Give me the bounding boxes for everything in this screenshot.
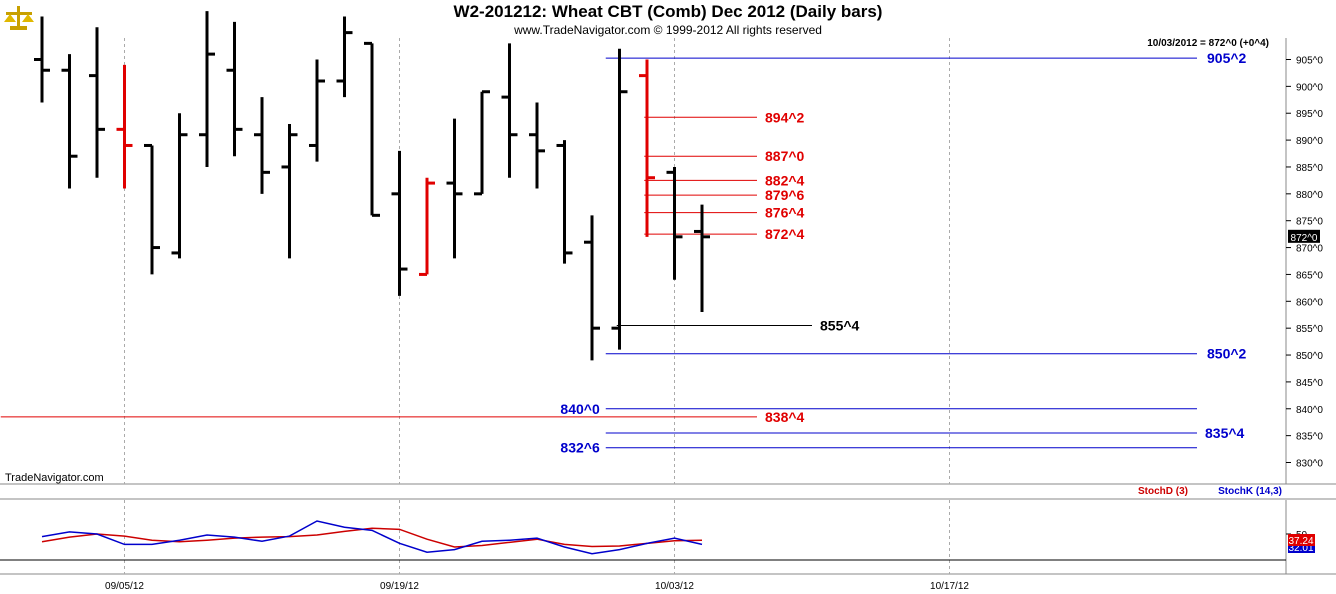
- ohlc-bar-22: [639, 59, 655, 237]
- ohlc-bar-1: [61, 54, 78, 189]
- y-tick-label: 905^0: [1296, 55, 1323, 66]
- ohlc-bar-12: [364, 41, 380, 217]
- level-label-905^2: 905^2: [1207, 50, 1247, 66]
- ohlc-bar-24: [694, 204, 710, 313]
- y-tick-label: 865^0: [1296, 270, 1323, 281]
- y-tick-label: 835^0: [1296, 432, 1323, 443]
- level-label-835^4: 835^4: [1205, 425, 1245, 441]
- level-label-855^4: 855^4: [820, 317, 860, 333]
- y-tick-label: 900^0: [1296, 82, 1323, 93]
- last-value-readout: 10/03/2012 = 872^0 (+0^4): [1147, 38, 1269, 49]
- chart-title: W2-201212: Wheat CBT (Comb) Dec 2012 (Da…: [454, 2, 883, 21]
- ohlc-bar-2: [89, 27, 105, 178]
- legend-stochd: StochD (3): [1138, 486, 1188, 497]
- x-axis: 09/05/12 09/19/12 10/03/12 10/17/12: [105, 581, 969, 592]
- price-plot-area: [0, 38, 1286, 484]
- y-tick-label: 855^0: [1296, 324, 1323, 335]
- y-tick-label: 850^0: [1296, 351, 1323, 362]
- y-tick-label: 870^0: [1296, 244, 1323, 255]
- ohlc-bar-4: [144, 143, 160, 275]
- ohlc-bar-17: [501, 43, 518, 178]
- level-label-887^0: 887^0: [765, 148, 805, 164]
- ohlc-bar-13: [391, 150, 408, 296]
- price-y-axis: 830^0 835^0 840^0 845^0 850^0 855^0 860^0 865^0…: [1286, 55, 1323, 470]
- y-tick-label: 895^0: [1296, 109, 1323, 120]
- ohlc-bar-16: [474, 90, 490, 196]
- ohlc-bar-3: [116, 64, 133, 189]
- stoch-line-1: [41, 520, 703, 555]
- x-tick-label: 09/19/12: [380, 581, 419, 592]
- level-label-840^0: 840^0: [560, 401, 600, 417]
- stoch-tag-bg-0: [1288, 534, 1315, 546]
- ohlc-bar-23: [666, 166, 683, 280]
- ohlc-bar-8: [254, 97, 270, 194]
- ohlc-bar-21: [611, 48, 628, 350]
- legend-stochk: StochK (14,3): [1218, 486, 1282, 497]
- y-tick-label: 880^0: [1296, 190, 1323, 201]
- x-tick-label: 10/03/12: [655, 581, 694, 592]
- y-tick-label: 860^0: [1296, 297, 1323, 308]
- stoch-vertical-grid: [124, 500, 950, 574]
- level-label-850^2: 850^2: [1207, 346, 1247, 362]
- level-label-832^6: 832^6: [560, 440, 600, 456]
- current-price-tag: 872^0: [1288, 229, 1320, 244]
- price-panel: 830^0 835^0 840^0 845^0 850^0 855^0 860^0 865^0…: [0, 11, 1336, 485]
- stoch-lines: [41, 520, 703, 555]
- level-label-882^4: 882^4: [765, 172, 805, 188]
- stoch-line-0: [41, 527, 703, 548]
- ohlc-bar-5: [171, 113, 188, 259]
- ohlc-bars: [34, 11, 710, 361]
- ohlc-bar-15: [446, 118, 463, 259]
- level-label-838^4: 838^4: [765, 409, 805, 425]
- ohlc-bar-19: [556, 140, 573, 264]
- ohlc-bar-10: [309, 59, 325, 162]
- y-tick-label: 875^0: [1296, 217, 1323, 228]
- stoch-tag-label-1: 32.01: [1288, 543, 1313, 554]
- y-tick-label: 845^0: [1296, 378, 1323, 389]
- level-label-894^2: 894^2: [765, 109, 805, 125]
- level-label-872^4: 872^4: [765, 226, 805, 242]
- current-price-tag-label: 872^0: [1291, 233, 1318, 244]
- stoch-tag-label-0: 37.24: [1288, 536, 1313, 547]
- ohlc-bar-6: [199, 11, 215, 167]
- y-tick-label: 890^0: [1296, 136, 1323, 147]
- ohlc-bar-7: [226, 21, 243, 157]
- y-tick-label: 830^0: [1296, 459, 1323, 470]
- ohlc-bar-18: [529, 102, 545, 189]
- ohlc-bar-9: [281, 123, 298, 259]
- chart-subtitle: www.TradeNavigator.com © 1999-2012 All r…: [513, 23, 822, 37]
- ohlc-bar-20: [584, 215, 600, 361]
- brand-label: TradeNavigator.com: [5, 472, 104, 484]
- stoch-y-axis: 50: [0, 530, 1308, 561]
- ohlc-bar-0: [34, 16, 50, 103]
- x-tick-label: 09/05/12: [105, 581, 144, 592]
- ohlc-bar-14: [419, 177, 435, 276]
- ohlc-bar-11: [336, 16, 353, 98]
- level-label-879^6: 879^6: [765, 187, 805, 203]
- y-tick-label: 885^0: [1296, 163, 1323, 174]
- logo-icon: [2, 2, 36, 32]
- y-tick-label: 840^0: [1296, 405, 1323, 416]
- x-tick-label: 10/17/12: [930, 581, 969, 592]
- level-label-876^4: 876^4: [765, 205, 805, 221]
